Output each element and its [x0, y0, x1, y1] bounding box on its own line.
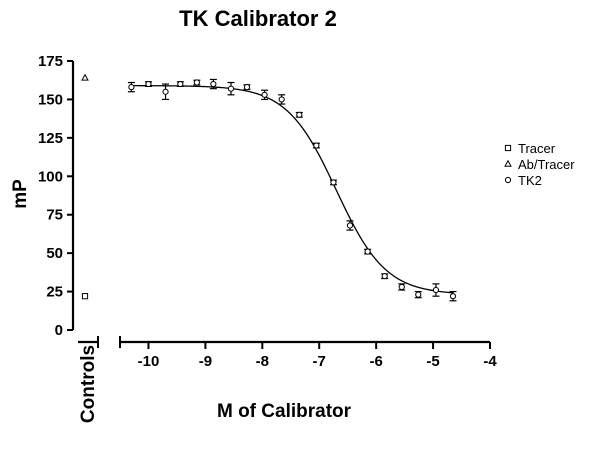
- chart-title: TK Calibrator 2: [179, 6, 337, 31]
- x-axis-ticks: -10 -9 -8 -7 -6 -5 -4: [119, 336, 497, 370]
- y-tick-label: 100: [38, 168, 63, 185]
- data-point: [415, 291, 422, 298]
- fit-curves: [131, 85, 454, 294]
- y-axis-ticks: 0 25 50 75 100 125 150 175: [38, 53, 73, 339]
- x-tick-label: -9: [199, 353, 212, 370]
- y-axis-label: mP: [10, 179, 31, 209]
- error-bars: [127, 78, 457, 302]
- data-point: [296, 111, 303, 118]
- x-tick-label: -6: [369, 353, 382, 370]
- x-tick-label: -10: [138, 353, 160, 370]
- x-axis-label: M of Calibrator: [217, 401, 352, 422]
- data-point: [193, 79, 200, 86]
- data-point: [381, 273, 388, 280]
- data-point: [177, 80, 184, 88]
- data-markers: [81, 73, 457, 300]
- x-tick-label: -8: [256, 353, 269, 370]
- data-point: [313, 142, 320, 149]
- data-point: [449, 293, 457, 300]
- data-point: [278, 96, 285, 103]
- controls-axis-label: Controls: [78, 345, 99, 423]
- axes: [71, 61, 490, 348]
- legend-label: Ab/Tracer: [518, 157, 575, 172]
- data-point: [261, 91, 268, 98]
- data-point: [162, 88, 169, 95]
- x-tick-label: -4: [483, 353, 497, 370]
- y-tick-label: 50: [46, 245, 63, 262]
- data-point: [346, 222, 354, 229]
- y-tick-label: 175: [38, 53, 63, 70]
- data-point: [227, 85, 235, 92]
- y-tick-label: 150: [38, 91, 63, 108]
- y-tick-label: 25: [46, 284, 63, 301]
- data-point: [145, 80, 152, 88]
- legend-marker: [504, 144, 512, 152]
- x-tick-label: -5: [426, 353, 439, 370]
- control-point: [81, 73, 89, 81]
- fit-curve: [131, 85, 454, 294]
- x-tick-label: -7: [313, 353, 326, 370]
- legend-marker: [504, 176, 512, 184]
- legend-marker: [504, 159, 512, 167]
- data-point: [330, 179, 337, 186]
- control-point: [81, 293, 89, 300]
- y-tick-label: 75: [46, 207, 63, 224]
- data-point: [398, 283, 405, 291]
- legend-label: TK2: [518, 173, 542, 188]
- data-point: [364, 248, 371, 255]
- legend-label: Tracer: [518, 141, 556, 156]
- data-point: [243, 84, 251, 91]
- data-point: [128, 84, 135, 91]
- data-point: [210, 80, 217, 88]
- y-tick-label: 0: [55, 322, 63, 339]
- data-point: [432, 286, 440, 294]
- y-tick-label: 125: [38, 130, 63, 147]
